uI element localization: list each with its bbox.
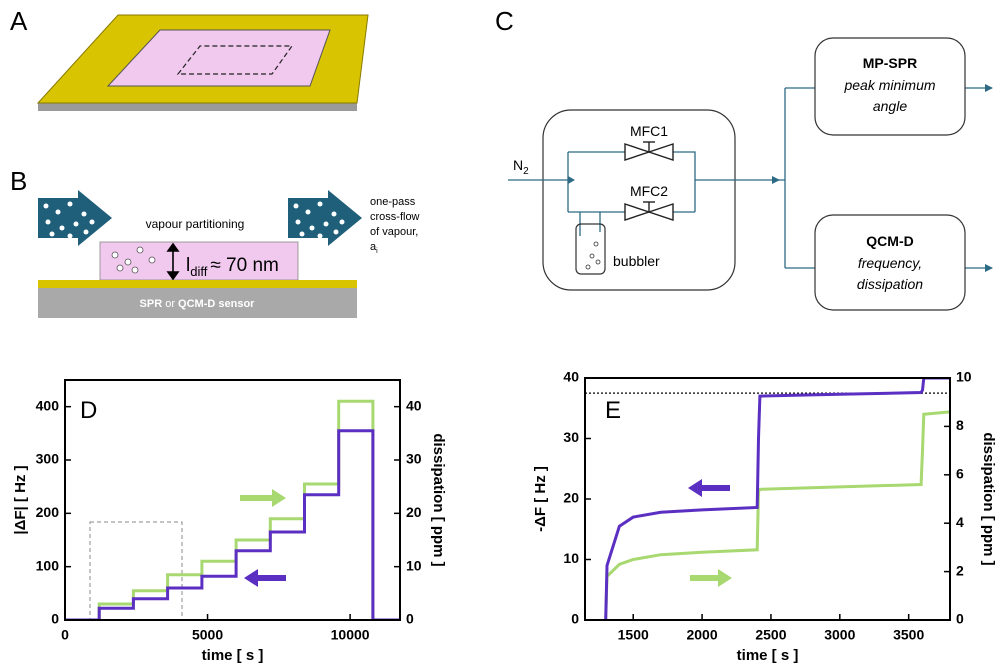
film-layer xyxy=(99,241,299,281)
y2-tick-label: 10 xyxy=(406,557,422,573)
panel-label: E xyxy=(605,397,621,424)
thickness-arrow xyxy=(166,242,180,281)
bubbles xyxy=(585,241,601,270)
spr-title: MP-SPR xyxy=(863,55,917,71)
setup-box xyxy=(542,109,736,291)
y-tick-label: 100 xyxy=(36,557,60,573)
x-tick-label: 0 xyxy=(61,627,69,643)
crossflow-label: one-pass cross-flow of vapour, xyxy=(370,196,423,238)
x-axis-label: time [ s ] xyxy=(202,647,264,664)
sensor-label: SPR or QCM-D sensor xyxy=(140,298,256,310)
spr-desc: peak minimum angle xyxy=(843,77,935,114)
y-tick-label: 20 xyxy=(563,490,579,506)
valves xyxy=(624,141,674,221)
series-line xyxy=(604,410,950,620)
plate-edge xyxy=(38,103,357,111)
bubbler-label: bubbler xyxy=(613,253,660,269)
qcm-box xyxy=(814,214,966,311)
flow-arrow xyxy=(38,190,112,246)
y2-tick-label: 0 xyxy=(406,611,414,627)
partitioning-label: vapour partitioning xyxy=(146,217,245,231)
series-line xyxy=(65,429,400,620)
spr-box xyxy=(814,37,966,136)
x-tick-label: 2000 xyxy=(686,627,717,643)
y2-tick-label: 20 xyxy=(406,504,422,520)
film xyxy=(106,29,331,87)
y2-tick-label: 8 xyxy=(956,417,964,433)
y2-tick-label: 40 xyxy=(406,397,422,413)
y-axis-label: -ΔF [ Hz ] xyxy=(532,466,549,532)
sensor-layer xyxy=(38,288,357,318)
qcm-title: QCM-D xyxy=(866,233,913,249)
panel-label: C xyxy=(495,6,514,36)
x-axis-label: time [ s ] xyxy=(737,647,799,664)
mfc-label: MFC2 xyxy=(630,183,668,199)
flow-lines xyxy=(508,87,992,269)
y2-tick-label: 2 xyxy=(956,562,964,578)
series-line xyxy=(65,399,400,620)
gold-layer xyxy=(38,280,357,288)
y-tick-label: 300 xyxy=(36,451,60,467)
arrowheads xyxy=(568,84,993,272)
series-arrows xyxy=(240,479,732,587)
panel-label: A xyxy=(10,6,28,36)
y-tick-label: 40 xyxy=(563,369,579,385)
molecules xyxy=(111,246,156,274)
plot-frame xyxy=(584,377,951,621)
panel-label: D xyxy=(80,397,97,424)
qcm-desc: frequency, dissipation xyxy=(857,255,923,292)
y-tick-label: 0 xyxy=(51,611,59,627)
dashed-area xyxy=(176,45,294,75)
zoom-box xyxy=(89,521,183,621)
y-axis-label: |ΔF| [ Hz ] xyxy=(12,465,29,534)
bubbler-vessel xyxy=(575,223,606,275)
panel-label: B xyxy=(10,166,27,196)
y-tick-label: 200 xyxy=(36,504,60,520)
plot-area xyxy=(65,399,400,620)
y2-axis-label: dissipation [ ppm ] xyxy=(430,433,447,566)
y-tick-label: 10 xyxy=(563,550,579,566)
flow-arrow xyxy=(288,190,362,246)
x-tick-label: 2500 xyxy=(755,627,786,643)
y2-tick-label: 6 xyxy=(956,466,964,482)
y2-tick-label: 0 xyxy=(956,611,964,627)
x-tick-label: 1500 xyxy=(618,627,649,643)
plot-area xyxy=(585,378,950,620)
x-tick-label: 3000 xyxy=(824,627,855,643)
y2-tick-label: 10 xyxy=(956,369,972,385)
gas-label: N2 xyxy=(513,157,529,177)
plot-frame xyxy=(64,379,401,621)
y-tick-label: 30 xyxy=(563,429,579,445)
x-tick-label: 10000 xyxy=(331,627,370,643)
x-tick-label: 5000 xyxy=(192,627,223,643)
y2-tick-label: 4 xyxy=(956,514,964,530)
y-tick-label: 0 xyxy=(571,611,579,627)
mfc-label: MFC1 xyxy=(630,123,668,139)
y-tick-label: 400 xyxy=(36,397,60,413)
y2-axis-label: dissipation [ ppm ] xyxy=(980,432,997,565)
series-line xyxy=(604,378,950,620)
thickness-label: ldiff ≈ 70 nm xyxy=(186,255,279,279)
y2-tick-label: 30 xyxy=(406,451,422,467)
activity-label: ai xyxy=(370,241,378,255)
x-tick-label: 3500 xyxy=(893,627,924,643)
